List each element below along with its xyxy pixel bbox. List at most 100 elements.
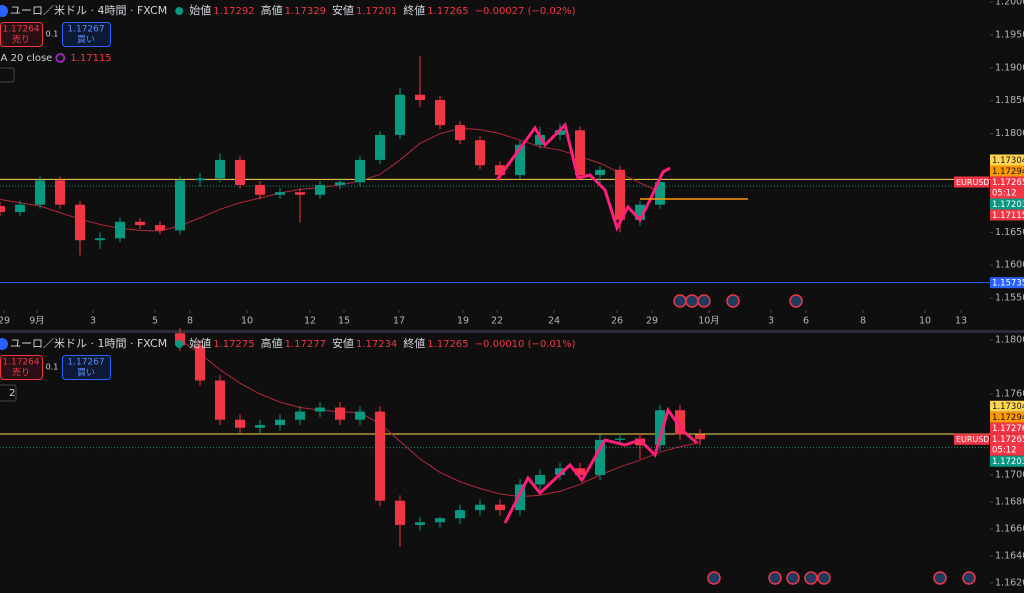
x-tick-label: 29 [0, 316, 10, 327]
buy-price[interactable]: 1.17267 [67, 358, 104, 368]
x-tick-label: 15 [338, 316, 350, 327]
price-label: 1.17304 [992, 402, 1024, 412]
candle-body [195, 345, 205, 381]
y-tick-label: 1.18500 [995, 95, 1024, 106]
price-label: 1.17265 [992, 435, 1024, 445]
buy-label[interactable]: 買い [77, 35, 95, 46]
buy-label[interactable]: 買い [77, 368, 95, 379]
candle-body [355, 411, 365, 420]
x-tick-label: 8 [187, 316, 193, 327]
x-tick-label: 10月 [698, 316, 720, 327]
price-label: 1.17294 [992, 167, 1024, 177]
price-label-bg [990, 154, 1024, 166]
y-tick-label: 1.20000 [995, 0, 1024, 7]
pane-separator [0, 330, 1024, 333]
candle-body [195, 178, 205, 181]
quote-value: 1.17201 [356, 6, 397, 17]
candle-body [95, 238, 105, 241]
countdown: 05:12 [992, 188, 1017, 198]
price-label-bg [990, 209, 1024, 221]
sell-price[interactable]: 1.17264 [2, 25, 39, 35]
x-tick-label: 3 [90, 316, 96, 327]
symbol[interactable]: ユーロ／米ドル · 1時間 · FXCM [10, 337, 167, 350]
candle-body [155, 225, 165, 231]
candle-body [35, 180, 45, 205]
candle-body [235, 419, 245, 428]
price-label-bg [990, 411, 1024, 423]
symbol-icon [0, 5, 8, 17]
event-icons[interactable] [673, 294, 976, 585]
candle-body [295, 411, 305, 420]
sell-label[interactable]: 売り [12, 34, 30, 46]
candle-body [395, 94, 405, 135]
sell-label[interactable]: 売り [12, 367, 30, 379]
candle-body [575, 468, 585, 476]
sell-price[interactable]: 1.17264 [2, 358, 39, 368]
candle-body [235, 159, 245, 185]
symbol[interactable]: ユーロ／米ドル · 4時間 · FXCM [10, 4, 167, 17]
quote-change: −0.00010 (−0.01%) [475, 339, 576, 350]
candle-body [335, 407, 345, 420]
candle-body [75, 204, 85, 241]
y-tick-label: 1.16500 [995, 227, 1024, 238]
candle-body [135, 221, 145, 226]
buy-price[interactable]: 1.17267 [67, 25, 104, 35]
collapse-button[interactable] [0, 67, 15, 83]
buy-button[interactable] [62, 355, 111, 380]
quote-value: 1.17265 [427, 339, 468, 350]
candle-body [115, 221, 125, 239]
price-label: 1.17115 [992, 211, 1024, 221]
candle-body [455, 510, 465, 519]
symbol-tag: EURUSD [956, 435, 990, 444]
price-label: 1.17203 [992, 200, 1024, 210]
market-status [175, 7, 184, 15]
y-tick-label: 1.15500 [995, 293, 1024, 304]
quote-value: 1.17265 [427, 6, 468, 17]
candle-body [575, 130, 585, 176]
indicator-count[interactable]: 2 [9, 388, 15, 399]
countdown: 05:12 [992, 446, 1017, 456]
candle-body [0, 206, 5, 212]
drawing-zigzag[interactable] [503, 406, 698, 524]
x-tick-label: 22 [491, 316, 503, 327]
price-label-bg [990, 400, 1024, 412]
candle-body [495, 165, 505, 176]
sell-button[interactable] [0, 355, 43, 380]
buy-button[interactable] [62, 22, 111, 47]
spread: 0.1 [46, 363, 59, 372]
quote-value: 1.17277 [285, 339, 326, 350]
x-tick-label: 10 [919, 316, 931, 327]
y-tick-label: 1.16200 [995, 578, 1024, 589]
y-tick-label: 1.16400 [995, 551, 1024, 562]
price-label-bg [990, 165, 1024, 177]
drawing-zigzag[interactable] [495, 122, 671, 232]
candle-body [695, 434, 705, 440]
x-tick-label: 13 [955, 316, 967, 327]
y-tick-label: 1.16000 [995, 260, 1024, 271]
price-label-bg [990, 176, 1024, 199]
y-tick-label: 1.17600 [995, 389, 1024, 400]
indicator-name[interactable]: MA 20 close [0, 53, 52, 64]
candle-body [395, 500, 405, 525]
indicators-button[interactable] [0, 384, 17, 402]
price-label: 1.17294 [992, 413, 1024, 423]
symbol-tag-bg [954, 176, 989, 188]
x-tick-label: 8 [860, 316, 866, 327]
price-label-bg [990, 433, 1024, 456]
candle-body [555, 468, 565, 476]
price-label: 1.17203 [992, 457, 1024, 467]
sell-button[interactable] [0, 22, 43, 47]
candle-body [415, 522, 425, 525]
moving-average [179, 339, 701, 498]
quote-label: 終値 [403, 3, 425, 17]
quote-value: 1.17329 [285, 6, 326, 17]
price-label: 1.17304 [992, 156, 1024, 166]
quote-label: 安値 [332, 336, 354, 350]
candle-body [335, 182, 345, 185]
quote-value: 1.17292 [213, 6, 254, 17]
x-tick-label: 17 [393, 316, 405, 327]
symbol-icon [0, 338, 8, 350]
candle-body [175, 180, 185, 231]
